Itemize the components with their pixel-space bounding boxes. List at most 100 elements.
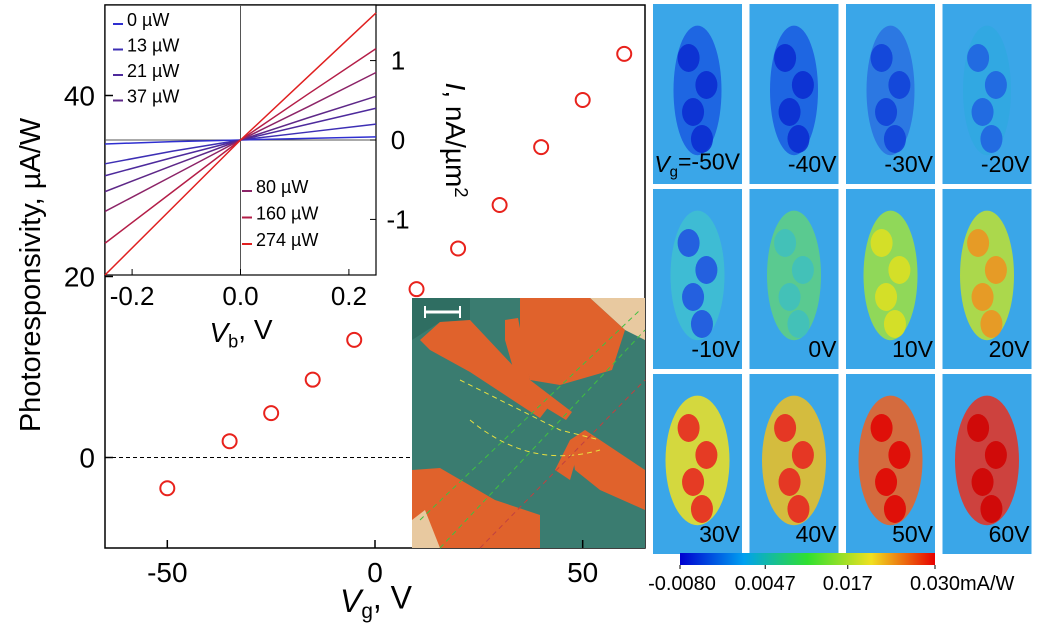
map-panel: 60V <box>943 374 1032 554</box>
legend-label: 37 µW <box>127 87 179 107</box>
data-point <box>576 93 590 107</box>
data-point <box>347 333 361 347</box>
map-blob <box>967 44 989 72</box>
map-blob <box>779 283 801 311</box>
colorbar-tick-label: 0.0047 <box>735 573 796 595</box>
map-blob <box>774 229 796 257</box>
data-point <box>223 434 237 448</box>
colorbar-tick-label: 0.017 <box>823 573 873 595</box>
map-label: 60V <box>989 521 1031 547</box>
data-point <box>306 373 320 387</box>
map-blob <box>871 414 893 442</box>
x-tick-label: -50 <box>147 557 187 588</box>
y-axis-title: Photoresponsivity, µA/W <box>15 117 47 432</box>
inset-y-tick-label: 0 <box>391 125 405 155</box>
map-panel: 30V <box>653 374 742 554</box>
micrograph <box>412 298 645 548</box>
map-blob <box>787 495 809 523</box>
data-point <box>264 406 278 420</box>
map-blob <box>875 283 897 311</box>
map-panel: -10V <box>653 189 742 369</box>
inset-y-title: I, nA/µm2 <box>440 83 471 198</box>
colorbar-tick-label: -0.0080 <box>648 573 716 595</box>
map-blob <box>980 495 1002 523</box>
map-blob <box>682 468 704 496</box>
map-blob <box>678 44 700 72</box>
legend-label: 13 µW <box>127 36 179 56</box>
data-point <box>160 481 174 495</box>
map-blob <box>884 495 906 523</box>
y-tick-label: 20 <box>64 262 95 293</box>
map-blob <box>787 310 809 338</box>
map-blob <box>875 468 897 496</box>
legend-label: 80 µW <box>256 177 308 197</box>
inset-x-tick-label: 0.2 <box>331 281 367 311</box>
map-label: -20V <box>981 151 1030 177</box>
data-point <box>410 282 424 296</box>
map-blob <box>792 441 814 469</box>
map-panel: -20V <box>943 4 1032 184</box>
map-blob <box>967 414 989 442</box>
inset-y-tick-label: -1 <box>386 204 409 234</box>
map-label: 20V <box>989 336 1031 362</box>
label-subscript: b <box>228 331 238 351</box>
map-panel: 40V <box>750 374 839 554</box>
map-panel: 20V <box>943 189 1032 369</box>
map-blob <box>888 441 910 469</box>
legend-label: 160 µW <box>256 204 318 224</box>
map-blob <box>792 256 814 284</box>
map-blob <box>884 310 906 338</box>
y-tick-label: 40 <box>64 81 95 112</box>
map-blob <box>888 256 910 284</box>
legend-label: 21 µW <box>127 61 179 81</box>
map-label: -10V <box>691 336 740 362</box>
map-panel: 50V <box>846 374 935 554</box>
map-blob <box>980 310 1002 338</box>
legend-label: 0 µW <box>127 10 169 30</box>
map-label: 0V <box>808 336 837 362</box>
label-subscript: g <box>361 600 373 623</box>
map-label-text: =-50V <box>678 149 741 175</box>
map-label-subscript: g <box>670 163 678 180</box>
map-blob <box>967 229 989 257</box>
map-blob <box>678 414 700 442</box>
map-blob <box>695 71 717 99</box>
map-blob <box>884 125 906 153</box>
figure: Photoresponsivity, µA/W -5005002040Vg, V… <box>0 0 1042 637</box>
map-blob <box>779 98 801 126</box>
colorbar-tick-label: 0.030 <box>910 573 960 595</box>
map-blob <box>779 468 801 496</box>
map-panel: 10V <box>846 189 935 369</box>
map-panel: -30V <box>846 4 935 184</box>
map-blob <box>985 441 1007 469</box>
label-text: , nA/µm <box>440 90 471 187</box>
inset-x-tick-label: -0.2 <box>110 281 155 311</box>
map-panel: 0V <box>750 189 839 369</box>
map-label: 40V <box>796 521 838 547</box>
map-blob <box>972 98 994 126</box>
map-label: 10V <box>892 336 934 362</box>
colorbar-unit: mA/W <box>960 573 1015 595</box>
map-blob <box>682 98 704 126</box>
data-point <box>493 198 507 212</box>
colorbar <box>680 553 935 565</box>
data-point <box>451 241 465 255</box>
map-label: -40V <box>788 151 837 177</box>
map-blob <box>985 256 1007 284</box>
label-superscript: 2 <box>451 187 471 197</box>
x-axis-title: Vg, V <box>340 580 413 624</box>
data-point <box>534 140 548 154</box>
map-blob <box>774 44 796 72</box>
map-panel: Vg=-50V <box>653 4 742 184</box>
map-label: -30V <box>884 151 933 177</box>
map-blob <box>875 98 897 126</box>
map-blob <box>871 229 893 257</box>
label-text: , V <box>238 314 273 345</box>
map-blob <box>774 414 796 442</box>
x-tick-label: 50 <box>567 557 598 588</box>
map-blob <box>691 495 713 523</box>
data-point <box>617 47 631 61</box>
inset-y-tick-label: 1 <box>391 46 405 76</box>
y-tick-label: 0 <box>79 443 95 474</box>
map-blob <box>792 71 814 99</box>
